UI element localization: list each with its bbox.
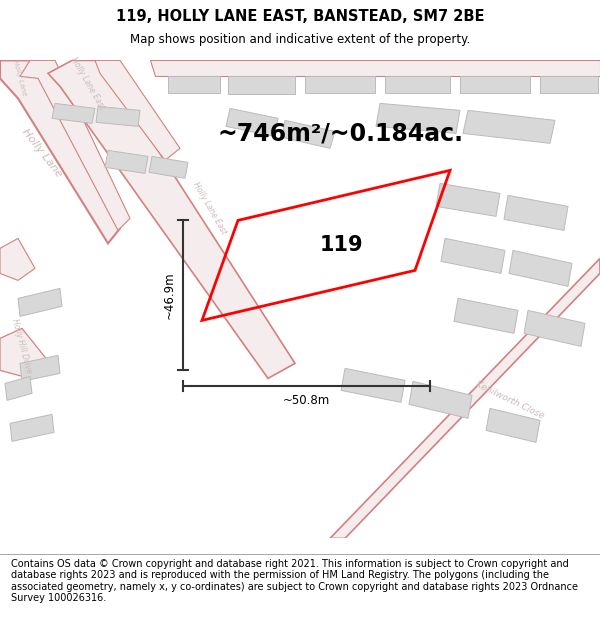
Polygon shape (150, 61, 600, 76)
Polygon shape (0, 61, 120, 243)
Polygon shape (0, 328, 50, 378)
Polygon shape (228, 76, 295, 94)
Polygon shape (460, 76, 530, 93)
Polygon shape (376, 103, 460, 133)
Polygon shape (504, 196, 568, 231)
Polygon shape (330, 258, 600, 538)
Polygon shape (341, 368, 405, 402)
Text: Holly Lane East: Holly Lane East (191, 181, 229, 236)
Polygon shape (95, 61, 180, 161)
Polygon shape (52, 103, 95, 123)
Text: Kenilworth Close: Kenilworth Close (475, 380, 545, 421)
Polygon shape (486, 408, 540, 442)
Text: Holly Lane East: Holly Lane East (70, 56, 107, 111)
Polygon shape (226, 108, 278, 136)
Polygon shape (540, 76, 598, 93)
Polygon shape (454, 298, 518, 333)
Polygon shape (409, 381, 472, 418)
Polygon shape (305, 76, 375, 93)
Polygon shape (463, 111, 555, 143)
Polygon shape (385, 76, 450, 93)
Polygon shape (149, 156, 188, 178)
Polygon shape (436, 183, 500, 216)
Polygon shape (5, 376, 32, 401)
Text: ~46.9m: ~46.9m (163, 271, 176, 319)
Polygon shape (0, 238, 35, 281)
Polygon shape (105, 151, 148, 173)
Polygon shape (96, 106, 140, 126)
Text: ~50.8m: ~50.8m (283, 394, 330, 408)
Text: Holly Hill Drive: Holly Hill Drive (10, 318, 34, 375)
Polygon shape (10, 414, 54, 441)
Text: Map shows position and indicative extent of the property.: Map shows position and indicative extent… (130, 33, 470, 46)
Polygon shape (524, 311, 585, 346)
Polygon shape (441, 238, 505, 273)
Polygon shape (48, 61, 295, 378)
Text: Holly Lane: Holly Lane (13, 60, 28, 97)
Text: ~746m²/~0.184ac.: ~746m²/~0.184ac. (217, 121, 463, 146)
Polygon shape (18, 288, 62, 316)
Polygon shape (20, 61, 130, 231)
Polygon shape (509, 251, 572, 286)
Text: 119, HOLLY LANE EAST, BANSTEAD, SM7 2BE: 119, HOLLY LANE EAST, BANSTEAD, SM7 2BE (116, 9, 484, 24)
Polygon shape (282, 121, 335, 148)
Text: Holly Lane: Holly Lane (20, 127, 64, 179)
Text: Contains OS data © Crown copyright and database right 2021. This information is : Contains OS data © Crown copyright and d… (11, 559, 578, 603)
Polygon shape (168, 76, 220, 93)
Text: 119: 119 (319, 236, 363, 256)
Polygon shape (20, 356, 60, 381)
